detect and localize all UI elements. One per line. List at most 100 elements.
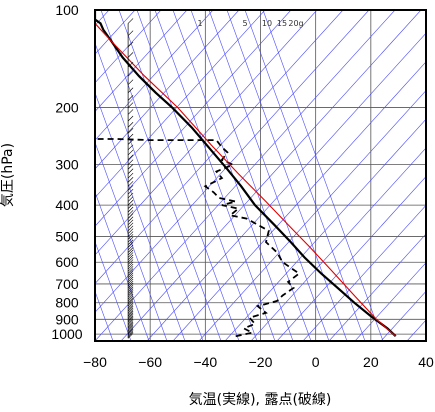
y-tick-label: 500 (55, 229, 79, 245)
wind-barb (127, 102, 134, 108)
wind-barb (127, 284, 134, 291)
wind-barb (127, 300, 134, 307)
wind-barb (127, 159, 134, 165)
dry-adiabat (224, 118, 426, 341)
wind-barb (127, 139, 134, 145)
dry-adiabat (95, 10, 344, 285)
wind-barb (127, 192, 134, 199)
mixing-ratio-line (208, 10, 330, 341)
wind-barb (127, 168, 134, 174)
wind-barb (127, 292, 134, 298)
wind-barb (127, 164, 134, 170)
wind-barb (127, 297, 134, 303)
wind-barb (127, 61, 134, 68)
wind-barb (127, 314, 134, 320)
wind-barb (127, 290, 134, 296)
wind-barb (127, 122, 134, 128)
wind-barb (127, 280, 134, 287)
wind-barb (127, 331, 134, 338)
x-tick-label: 40 (418, 354, 434, 370)
series-solid-red (95, 23, 397, 337)
y-tick-label: 700 (55, 276, 79, 292)
wind-barb (127, 315, 134, 322)
wind-barb (127, 257, 134, 263)
wind-barb (127, 188, 134, 195)
wind-barb (127, 266, 134, 272)
wind-barb (127, 79, 134, 85)
wind-barb (127, 177, 134, 183)
wind-barb (127, 299, 134, 305)
wind-barb (127, 203, 134, 209)
wind-barb (127, 306, 134, 312)
mixing-ratio-line (100, 10, 222, 341)
wind-barb (127, 242, 134, 248)
wind-barb (127, 52, 134, 58)
x-tick-label: −80 (83, 354, 107, 370)
wind-barb (127, 274, 134, 281)
dry-adiabat (95, 10, 318, 256)
x-tick-label: −40 (193, 354, 217, 370)
wind-barb (127, 154, 134, 161)
wind-barb (127, 270, 134, 276)
mixing-ratio-line (154, 10, 276, 341)
wind-barb (127, 276, 134, 283)
wind-barb (127, 330, 134, 336)
dry-adiabat (328, 233, 426, 341)
y-tick-label: 800 (55, 295, 79, 311)
wind-barb (127, 312, 134, 318)
y-tick-label: 300 (55, 157, 79, 173)
y-axis-title: 気圧(hPa) (0, 143, 16, 207)
wind-barb (127, 196, 134, 202)
y-tick-label: 600 (55, 254, 79, 270)
y-tick-label: 400 (55, 197, 79, 213)
dry-adiabat (198, 90, 426, 341)
dry-adiabat (354, 262, 426, 341)
wind-barb (127, 288, 134, 294)
mixing-ratio-line (95, 191, 150, 341)
wind-barb (127, 323, 134, 329)
wind-barb (127, 272, 134, 278)
dry-adiabat (120, 10, 422, 341)
wind-barb (127, 87, 134, 93)
wind-barb (127, 304, 134, 310)
wind-barb (127, 30, 134, 36)
wind-barb (127, 228, 134, 234)
wind-barb (127, 295, 134, 302)
wind-barb (127, 302, 134, 309)
wind-barb (127, 261, 134, 268)
wind-barb (127, 286, 134, 292)
wind-barb (127, 236, 134, 243)
wind-barb (127, 317, 134, 323)
dry-adiabat (250, 147, 426, 341)
wind-barb (127, 234, 134, 240)
wind-barb (127, 259, 134, 265)
dry-adiabat (95, 10, 214, 141)
wind-barb (127, 326, 134, 332)
data-layer (95, 10, 397, 339)
wind-barb (127, 149, 134, 156)
wind-barb (127, 328, 134, 335)
wind-barb (127, 247, 134, 253)
x-tick-label: −60 (138, 354, 162, 370)
mixing-ratio-line (190, 10, 312, 341)
wind-barb (127, 70, 134, 77)
dry-adiabat (95, 10, 292, 227)
dry-adiabat (95, 10, 188, 112)
y-tick-label: 100 (55, 2, 79, 18)
y-tick-label: 1000 (51, 326, 82, 342)
wind-barb (127, 321, 134, 328)
mixing-ratio-line (226, 10, 348, 341)
wind-barb (127, 219, 134, 226)
y-tick-label: 900 (55, 311, 79, 327)
wind-barb (127, 249, 134, 256)
mixing-ratio-labels: 1 5 10 15 20g (197, 19, 303, 28)
y-tick-label: 200 (55, 100, 79, 116)
mixing-ratio-line (95, 91, 186, 341)
wind-barb (127, 115, 134, 122)
grid-layer (95, 10, 426, 341)
mixing-ratio-label: 10 (262, 19, 272, 28)
wind-barb (127, 210, 134, 216)
dry-adiabat (95, 10, 266, 199)
wind-barb (127, 41, 134, 48)
